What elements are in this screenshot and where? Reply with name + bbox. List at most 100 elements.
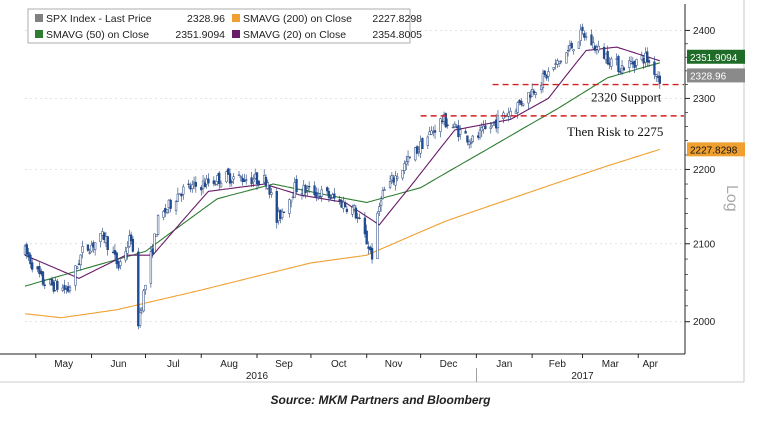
candle-body-104 xyxy=(282,211,286,213)
candle-body-39 xyxy=(119,261,122,266)
candle-body-20 xyxy=(74,265,77,286)
candle-body-28 xyxy=(92,242,95,248)
candle-body-18 xyxy=(67,286,70,292)
candle-body-182 xyxy=(480,127,483,132)
candle-body-226 xyxy=(592,42,595,49)
candle-body-213 xyxy=(557,60,561,64)
candle-body-215 xyxy=(565,52,568,64)
candle-body-163 xyxy=(432,131,435,133)
candle-body-218 xyxy=(570,42,573,49)
candle-body-0 xyxy=(23,245,27,255)
candle-body-243 xyxy=(633,60,636,68)
candle-body-183 xyxy=(482,125,485,130)
candle-body-57 xyxy=(165,209,169,214)
candle-body-121 xyxy=(327,191,331,198)
candle-body-148 xyxy=(394,175,397,186)
legend-box xyxy=(27,8,411,44)
candle-body-126 xyxy=(340,199,343,208)
candle-body-34 xyxy=(106,236,109,250)
candle-body-47 xyxy=(140,308,144,311)
candle-body-24 xyxy=(81,246,84,253)
plot-background xyxy=(0,0,685,354)
candle-body-187 xyxy=(493,121,496,123)
legend-label-3: SMAVG (20) on Close xyxy=(243,29,346,41)
candle-body-38 xyxy=(117,261,120,269)
value-tag-bg-2 xyxy=(687,142,745,157)
candle-body-201 xyxy=(529,94,532,98)
candle-body-61 xyxy=(176,193,180,202)
candle-body-88 xyxy=(243,179,246,182)
y-tick-label-2400: 2400 xyxy=(693,26,716,37)
candle-body-22 xyxy=(77,263,81,265)
candle-body-195 xyxy=(514,110,518,114)
candle-body-122 xyxy=(329,197,332,199)
value-tag-label-2: 2227.8298 xyxy=(690,145,738,156)
candle-body-115 xyxy=(313,185,316,196)
legend-value-1: 2227.8298 xyxy=(372,13,422,25)
candle-body-74 xyxy=(207,178,210,184)
candle-body-227 xyxy=(593,45,597,51)
candle-body-33 xyxy=(104,236,108,243)
candle-body-159 xyxy=(421,138,424,149)
candle-body-143 xyxy=(381,190,385,199)
candle-body-200 xyxy=(527,92,530,104)
candle-body-203 xyxy=(532,90,536,94)
candle-body-81 xyxy=(227,168,230,175)
candle-body-169 xyxy=(446,124,449,126)
candle-body-233 xyxy=(608,62,611,66)
x-tick-label-aug: Aug xyxy=(220,359,238,370)
candle-body-91 xyxy=(252,179,255,183)
legend: SPX Index - Last Price 2328.96 SMAVG (200)… xyxy=(27,8,422,44)
candle-body-123 xyxy=(331,194,334,198)
candle-body-69 xyxy=(194,182,197,187)
candle-body-4 xyxy=(31,262,34,270)
candle-body-110 xyxy=(300,193,304,196)
candle-body-196 xyxy=(516,102,519,113)
candle-body-19 xyxy=(68,286,72,292)
candle-body-116 xyxy=(315,192,318,198)
candle-body-108 xyxy=(293,182,296,198)
candle-body-92 xyxy=(254,173,257,179)
candle-body-193 xyxy=(507,112,510,117)
candle-body-95 xyxy=(263,175,266,183)
candle-body-78 xyxy=(218,172,221,185)
candle-body-106 xyxy=(290,199,293,203)
legend-swatch-3 xyxy=(232,30,240,38)
sma200-line xyxy=(24,148,660,319)
candle-body-155 xyxy=(414,147,417,161)
candle-body-205 xyxy=(539,85,543,90)
candle-body-37 xyxy=(115,252,118,265)
candle-body-211 xyxy=(554,63,557,65)
candle-body-232 xyxy=(606,51,609,64)
candle-body-99 xyxy=(270,192,273,195)
candle-body-164 xyxy=(433,130,437,133)
candle-body-16 xyxy=(63,285,66,290)
candle-body-216 xyxy=(566,49,570,52)
candle-body-98 xyxy=(268,185,271,195)
candle-body-185 xyxy=(489,126,492,129)
legend-value-3: 2354.8005 xyxy=(372,29,422,41)
candle-body-43 xyxy=(129,234,133,242)
candle-body-246 xyxy=(642,58,645,64)
candle-body-208 xyxy=(545,74,548,79)
legend-swatch-2 xyxy=(35,30,43,38)
candle-body-10 xyxy=(49,279,52,285)
candle-body-15 xyxy=(61,287,64,291)
candle-body-54 xyxy=(156,215,160,235)
candle-body-52 xyxy=(153,233,156,253)
candle-body-30 xyxy=(99,233,102,243)
candle-body-107 xyxy=(291,196,295,198)
candle-body-72 xyxy=(203,182,206,188)
candle-body-2 xyxy=(27,252,30,258)
candle-body-14 xyxy=(56,281,59,290)
candle-body-225 xyxy=(590,34,593,46)
candle-body-138 xyxy=(369,246,372,251)
candle-body-6 xyxy=(38,266,41,274)
legend-swatch-1 xyxy=(232,14,240,22)
candle-body-157 xyxy=(417,149,420,152)
candle-body-141 xyxy=(378,206,381,212)
legend-swatch-0 xyxy=(35,14,43,22)
candle-body-64 xyxy=(182,186,185,195)
candle-body-41 xyxy=(126,247,129,254)
legend-value-0: 2328.96 xyxy=(187,13,225,25)
